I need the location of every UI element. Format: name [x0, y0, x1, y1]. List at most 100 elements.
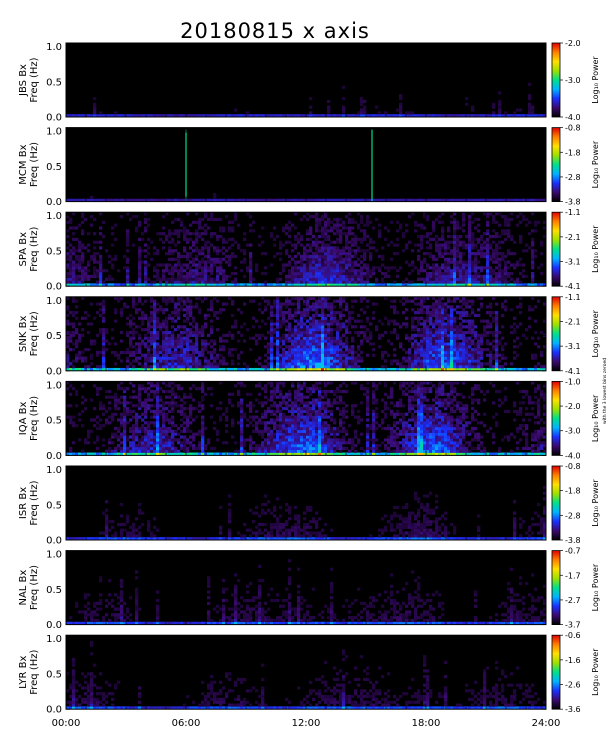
- colorbar-tick-label: -3.7: [565, 621, 581, 630]
- y-tick-label: 0.0: [46, 366, 62, 377]
- x-tick-label: 24:00: [532, 718, 561, 729]
- colorbar-tick-label: -3.8: [565, 536, 581, 545]
- colorbar: [551, 465, 561, 541]
- colorbar-tick-label: -1.1: [565, 208, 581, 217]
- y-tick-label: 0.0: [46, 113, 62, 124]
- colorbar: [551, 550, 561, 625]
- colorbar-tick-label: -1.8: [565, 148, 581, 157]
- spectrogram-image: [66, 640, 547, 710]
- y-tick-label: 0.0: [46, 282, 62, 293]
- colorbar-tick-label: -0.8: [565, 462, 581, 471]
- colorbar-tick-label: -1.1: [565, 293, 581, 302]
- colorbar: [551, 296, 561, 372]
- y-tick-label: 1.0: [46, 550, 62, 561]
- colorbar-tick-label: -0.6: [565, 631, 581, 640]
- x-tick-label: 12:00: [292, 718, 321, 729]
- colorbar-label: Log₁₀ Power: [591, 225, 600, 273]
- colorbar: [551, 211, 561, 287]
- colorbar-label: Log₁₀ Power: [591, 563, 600, 611]
- panel-ylabel: IQA BxFreq (Hz): [18, 396, 40, 441]
- spectrogram-image: [66, 296, 547, 372]
- colorbar: [551, 380, 561, 456]
- colorbar-tick-label: -2.0: [565, 39, 581, 48]
- colorbar-tick-label: -3.1: [565, 258, 581, 267]
- y-tick-label: 0.0: [46, 197, 62, 208]
- colorbar: [551, 42, 561, 118]
- colorbar-tick-label: -4.0: [565, 451, 581, 460]
- panel-ylabel: SNK BxFreq (Hz): [18, 311, 40, 356]
- spectrogram-panel: 0.0 0.5 1.0 IQA BxFreq (Hz) -1.0 -2.0 -3.0 -4.0…: [18, 377, 600, 462]
- colorbar-label: Log₁₀ Power: [591, 56, 600, 104]
- y-tick-label: 1.0: [46, 42, 62, 53]
- colorbar-label: Log₁₀ Power: [591, 140, 600, 188]
- colorbar-tick-label: -2.8: [565, 511, 581, 520]
- panel-ylabel: LYR BxFreq (Hz): [18, 650, 40, 695]
- spectrogram-image: [66, 193, 547, 202]
- colorbar: [551, 634, 561, 710]
- colorbar: [551, 127, 561, 202]
- spectrogram-image: [66, 485, 547, 541]
- y-tick-label: 0.0: [46, 620, 62, 631]
- x-tick-label: 18:00: [412, 718, 441, 729]
- colorbar-tick-label: -0.7: [565, 547, 581, 556]
- panel-stack: 0.0 0.5 1.0 JBS BxFreq (Hz) -2.0 -3.0 -4.0 Log₁…: [18, 39, 600, 729]
- colorbar-tick-label: -2.1: [565, 233, 581, 242]
- spectrogram-panel: 0.0 0.5 1.0 ISR BxFreq (Hz) -0.8 -1.8 -2.8 -3.8…: [18, 462, 600, 547]
- x-tick-label: 06:00: [172, 718, 201, 729]
- colorbar-tick-label: -4.0: [565, 113, 581, 122]
- spectrogram-panel: 0.0 0.5 1.0 SPA BxFreq (Hz) -1.1 -2.1 -3.1 -4.1…: [18, 208, 600, 293]
- plot-area: [66, 127, 546, 202]
- colorbar-tick-label: -3.0: [565, 427, 581, 436]
- y-tick-label: 0.5: [46, 331, 62, 342]
- colorbar-tick-label: -1.8: [565, 487, 581, 496]
- colorbar-tick-label: -2.6: [565, 681, 581, 690]
- y-tick-label: 0.0: [46, 451, 62, 462]
- y-tick-label: 0.5: [46, 669, 62, 680]
- y-tick-label: 0.5: [46, 585, 62, 596]
- colorbar-tick-label: -3.6: [565, 705, 581, 714]
- panel-ylabel: ISR BxFreq (Hz): [18, 480, 40, 525]
- y-tick-label: 0.0: [46, 705, 62, 716]
- colorbar-tick-label: -2.8: [565, 173, 581, 182]
- y-tick-label: 0.5: [46, 416, 62, 427]
- panel-ylabel: JBS BxFreq (Hz): [18, 57, 40, 102]
- y-tick-label: 1.0: [46, 211, 62, 222]
- colorbar-tick-label: -2.0: [565, 402, 581, 411]
- colorbar-label: Log₁₀ Power: [591, 648, 600, 696]
- x-tick-label: 00:00: [52, 718, 81, 729]
- colorbar-tick-label: -4.1: [565, 282, 581, 291]
- y-tick-label: 0.5: [46, 500, 62, 511]
- colorbar-tick-label: -0.8: [565, 124, 581, 133]
- colorbar-tick-label: -3.1: [565, 342, 581, 351]
- colorbar-tick-label: -3.0: [565, 76, 581, 85]
- spectrogram-panel: 0.0 0.5 1.0 LYR BxFreq (Hz) -0.6 -1.6 -2.6 -3.6…: [18, 631, 600, 716]
- panel-ylabel: SPA BxFreq (Hz): [18, 227, 40, 272]
- panel-ylabel: NAL BxFreq (Hz): [18, 565, 40, 610]
- colorbar-tick-label: -1.7: [565, 571, 581, 580]
- colorbar-tick-label: -3.8: [565, 198, 581, 207]
- spectrogram-image: [66, 212, 547, 287]
- y-tick-label: 1.0: [46, 296, 62, 307]
- colorbar-tick-label: -2.7: [565, 596, 581, 605]
- spectrogram-panel: 0.0 0.5 1.0 SNK BxFreq (Hz) -1.1 -2.1 -3.1 -4.1…: [18, 293, 600, 378]
- figure-title: 20180815 x axis: [180, 19, 370, 43]
- y-tick-label: 1.0: [46, 465, 62, 476]
- spectrogram-panel: 0.0 0.5 1.0 JBS BxFreq (Hz) -2.0 -3.0 -4.0 Log₁…: [18, 39, 600, 124]
- spectrogram-image: [66, 559, 547, 625]
- y-tick-label: 0.5: [46, 246, 62, 257]
- y-tick-label: 1.0: [46, 380, 62, 391]
- colorbar-label: Log₁₀ Power: [591, 309, 600, 357]
- y-tick-label: 1.0: [46, 127, 62, 138]
- colorbar-tick-label: -2.1: [565, 317, 581, 326]
- y-tick-label: 0.0: [46, 536, 62, 547]
- colorbar-tick-label: -1.6: [565, 656, 581, 665]
- colorbar-label: Log₁₀ Power: [591, 479, 600, 527]
- spectrogram-image: [66, 381, 547, 456]
- panel-ylabel: MCM BxFreq (Hz): [18, 142, 40, 187]
- spectrogram-panel: 0.0 0.5 1.0 MCM BxFreq (Hz) -0.8 -1.8 -2.8 -3.8…: [18, 124, 600, 209]
- spectrogram-panel: 0.0 0.5 1.0 NAL BxFreq (Hz) -0.7 -1.7 -2.7 -3.7…: [18, 547, 600, 632]
- colorbar-tick-label: -4.1: [565, 367, 581, 376]
- side-note: with the 3 lowest bins zeroed: [602, 358, 608, 424]
- colorbar-tick-label: -1.0: [565, 377, 581, 386]
